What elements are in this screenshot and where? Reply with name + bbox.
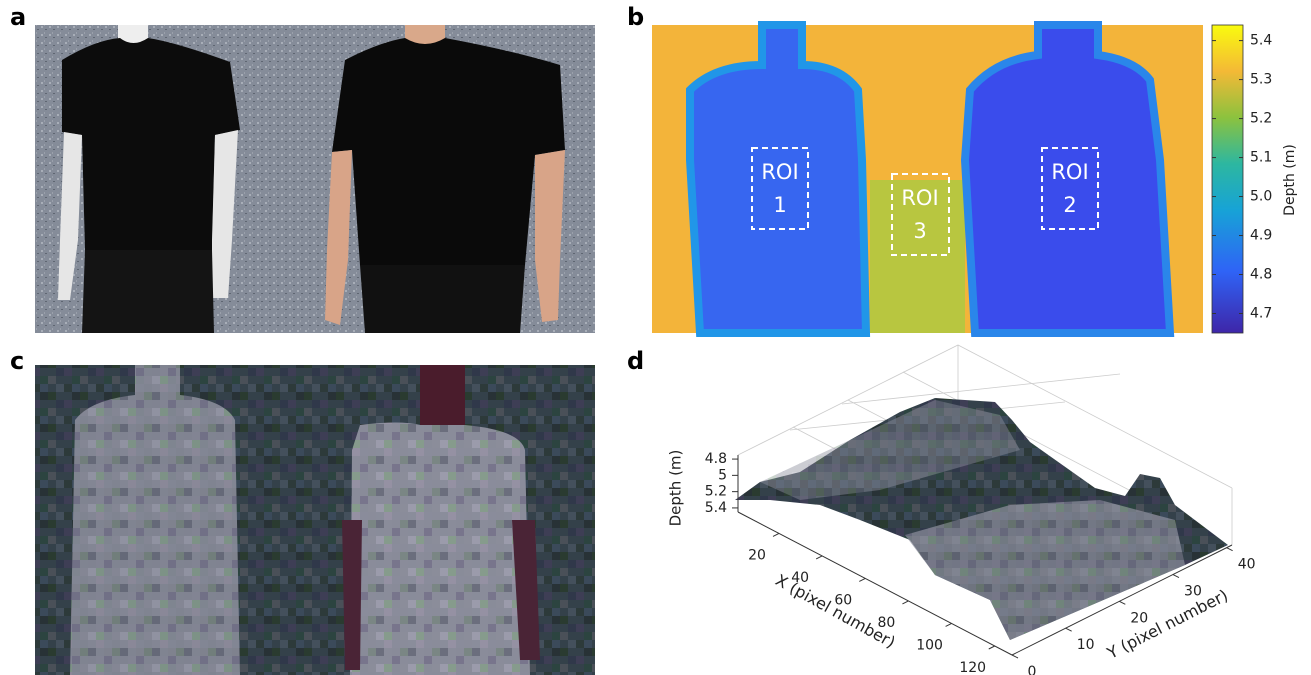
z-tick-label: 5.2 bbox=[705, 484, 727, 500]
colorbar-tick-label: 5.2 bbox=[1250, 111, 1272, 127]
colorbar-tick-label: 5.4 bbox=[1250, 33, 1272, 49]
photon-image bbox=[35, 365, 595, 675]
x-tick-label: 100 bbox=[916, 637, 943, 653]
y-axis-label: Y (pixel number) bbox=[1103, 586, 1231, 664]
photo bbox=[35, 25, 595, 333]
panel-label: d bbox=[627, 347, 644, 375]
y-tick-label: 10 bbox=[1077, 637, 1095, 653]
roi-name: ROI bbox=[761, 160, 798, 184]
depth-map bbox=[652, 25, 1243, 333]
panel-label: b bbox=[627, 3, 644, 31]
y-tick bbox=[1173, 575, 1179, 578]
roi-number: 2 bbox=[1063, 193, 1076, 217]
colorbar-tick-label: 4.9 bbox=[1250, 228, 1272, 244]
roi-number: 1 bbox=[773, 193, 786, 217]
x-tick bbox=[946, 623, 952, 626]
x-tick-label: 120 bbox=[959, 660, 986, 675]
colorbar-tick-label: 4.8 bbox=[1250, 267, 1272, 283]
panel-label: a bbox=[10, 3, 26, 31]
x-tick-label: 20 bbox=[748, 547, 766, 563]
x-axis-label: X (pixel number) bbox=[772, 570, 898, 652]
roi-name: ROI bbox=[901, 186, 938, 210]
x-tick bbox=[859, 578, 865, 581]
z-tick-label: 5.4 bbox=[705, 500, 727, 516]
colorbar-tick-label: 4.7 bbox=[1250, 306, 1272, 322]
colorbar-tick-label: 5.1 bbox=[1250, 150, 1272, 166]
y-tick-label: 0 bbox=[1028, 664, 1037, 675]
roi-number: 3 bbox=[913, 219, 926, 243]
z-tick-label: 5 bbox=[718, 467, 727, 483]
figure: a b ROI 1 ROI 3 ROI 2 Depth (m) c bbox=[0, 0, 1311, 675]
x-tick bbox=[773, 533, 779, 536]
colorbar-label: Depth (m) bbox=[1282, 144, 1298, 216]
y-tick bbox=[1227, 548, 1233, 551]
y-tick bbox=[1119, 601, 1125, 604]
y-tick bbox=[1066, 628, 1072, 631]
x-tick bbox=[816, 556, 822, 559]
roi-name: ROI bbox=[1051, 160, 1088, 184]
y-tick bbox=[1012, 655, 1018, 658]
z-tick-label: 4.8 bbox=[705, 451, 727, 467]
colorbar-tick-label: 5.3 bbox=[1250, 72, 1272, 88]
y-tick-label: 40 bbox=[1238, 557, 1256, 573]
z-axis-label: Depth (m) bbox=[667, 450, 685, 527]
x-tick bbox=[902, 601, 908, 604]
x-tick bbox=[989, 646, 995, 649]
colorbar-tick-label: 5.0 bbox=[1250, 189, 1272, 205]
panel-label: c bbox=[10, 347, 24, 375]
